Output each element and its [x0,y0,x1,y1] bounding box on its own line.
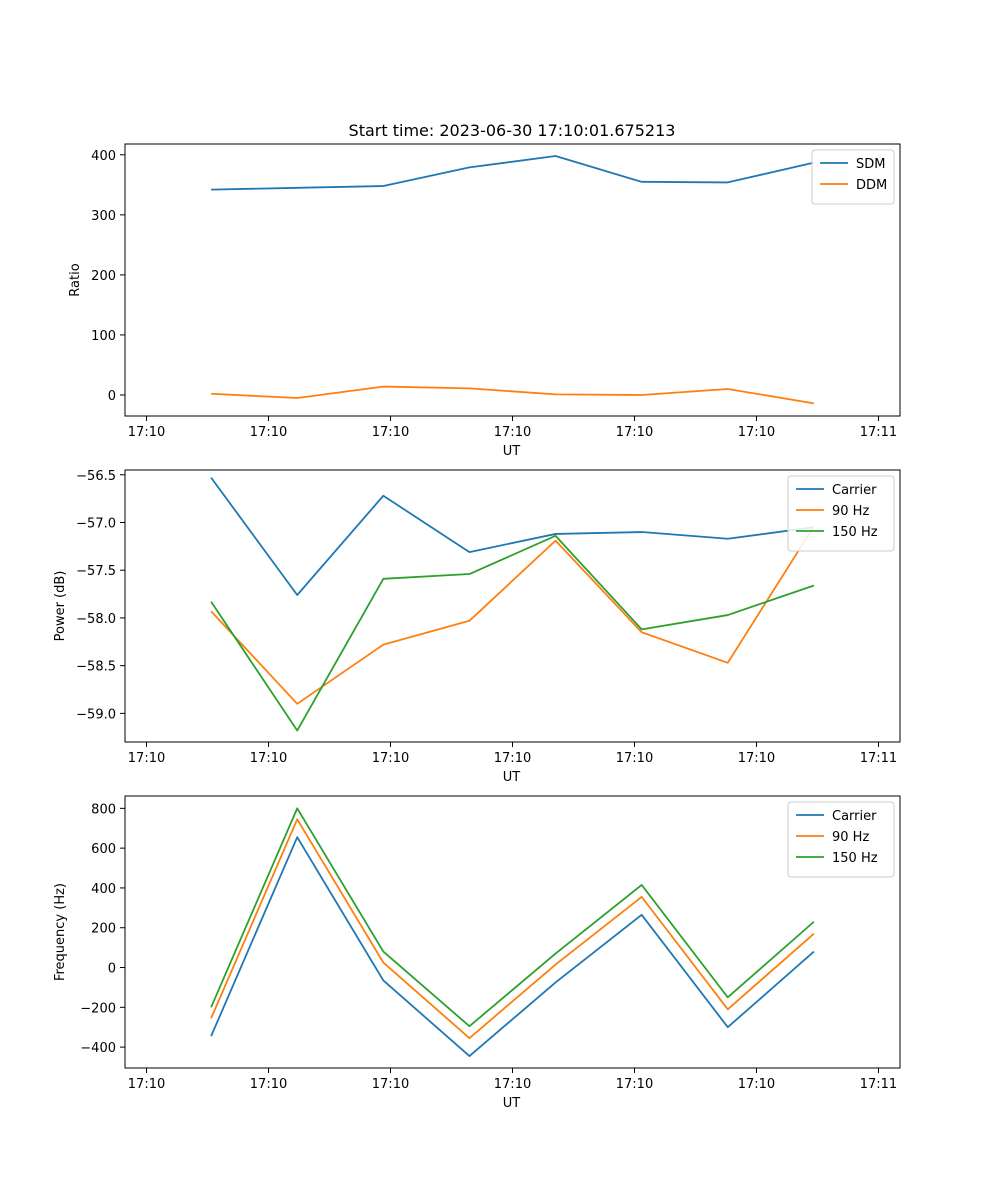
x-tick-label: 17:10 [494,425,531,440]
series-line-150-hz [210,807,815,1028]
legend-box [787,475,895,552]
y-tick-label: −200 [80,1001,116,1016]
x-tick-label: 17:10 [616,751,653,766]
x-tick-label: 17:10 [738,1077,775,1092]
x-tick-label: 17:10 [616,1077,653,1092]
plot-frame [124,795,901,1069]
x-tick-label: 17:10 [616,425,653,440]
y-tick-label: 600 [91,842,116,857]
x-tick-label: 17:10 [372,425,409,440]
x-axis-label: UT [503,770,521,785]
panels: 17:10 17:10 17:10 17:10 17:10 17:10 17:11 0 100 2… [53,143,901,1111]
legend-entry-label: SDM [856,157,885,172]
y-tick-label: 300 [91,209,116,224]
legend-box [787,801,895,878]
x-tick-label: 17:10 [128,1077,165,1092]
legend-entry-label: 90 Hz [832,830,869,845]
y-tick-label: 200 [91,922,116,937]
x-tick-label: 17:10 [250,425,287,440]
legend-entry-label: DDM [856,178,887,193]
y-tick-label: −59.0 [76,707,116,722]
panel-2: 17:10 17:10 17:10 17:10 17:10 17:10 17:11 −59.0… [53,469,901,785]
x-tick-label: 17:10 [738,425,775,440]
legend: Carrier 90 Hz 150 Hz [787,801,895,878]
y-tick-label: 400 [91,149,116,164]
y-tick-label: −56.5 [76,469,116,484]
legend-entry-label: 90 Hz [832,504,869,519]
x-tick-label: 17:10 [250,1077,287,1092]
legend-entry-label: 150 Hz [832,851,878,866]
y-axis-label: Power (dB) [53,571,68,642]
legend: Carrier 90 Hz 150 Hz [787,475,895,552]
x-tick-label: 17:10 [494,751,531,766]
legend: SDM DDM [811,149,895,205]
x-tick-label: 17:10 [250,751,287,766]
x-tick-label: 17:10 [128,751,165,766]
x-tick-label: 17:10 [738,751,775,766]
series-line-90-hz [210,525,815,705]
series-line-90-hz [210,818,815,1040]
y-tick-label: 0 [108,962,116,977]
legend-entry-label: Carrier [832,483,877,498]
y-tick-label: −58.0 [76,612,116,627]
x-tick-label: 17:10 [372,751,409,766]
plot-frame [124,143,901,417]
y-tick-label: 200 [91,269,116,284]
y-tick-label: 100 [91,329,116,344]
y-tick-label: 400 [91,882,116,897]
legend-entry-label: 150 Hz [832,525,878,540]
y-axis-label: Frequency (Hz) [53,883,68,981]
x-axis-label: UT [503,1096,521,1111]
y-tick-label: −57.5 [76,564,116,579]
y-tick-label: −400 [80,1041,116,1056]
x-tick-label: 17:10 [494,1077,531,1092]
series-line-150-hz [210,534,815,732]
y-tick-label: −57.0 [76,516,116,531]
chart-title: Start time: 2023-06-30 17:10:01.675213 [349,121,676,140]
x-axis-label: UT [503,444,521,459]
x-tick-label: 17:10 [372,1077,409,1092]
x-tick-label: 17:11 [860,1077,897,1092]
panel-3: 17:10 17:10 17:10 17:10 17:10 17:10 17:11 −400 −… [53,795,901,1111]
legend-entry-label: Carrier [832,809,877,824]
series-line-ddm [211,385,815,405]
series-line-carrier [210,836,815,1057]
y-tick-label: 800 [91,802,116,817]
y-tick-label: −58.5 [76,660,116,675]
series-line-sdm [211,155,815,191]
y-axis-label: Ratio [68,263,83,296]
y-tick-label: 0 [108,389,116,404]
x-tick-label: 17:11 [860,425,897,440]
series-line-carrier [210,477,815,596]
x-tick-label: 17:11 [860,751,897,766]
panel-1: 17:10 17:10 17:10 17:10 17:10 17:10 17:11 0 100 2… [68,143,901,459]
x-tick-label: 17:10 [128,425,165,440]
plot-frame [124,469,901,743]
